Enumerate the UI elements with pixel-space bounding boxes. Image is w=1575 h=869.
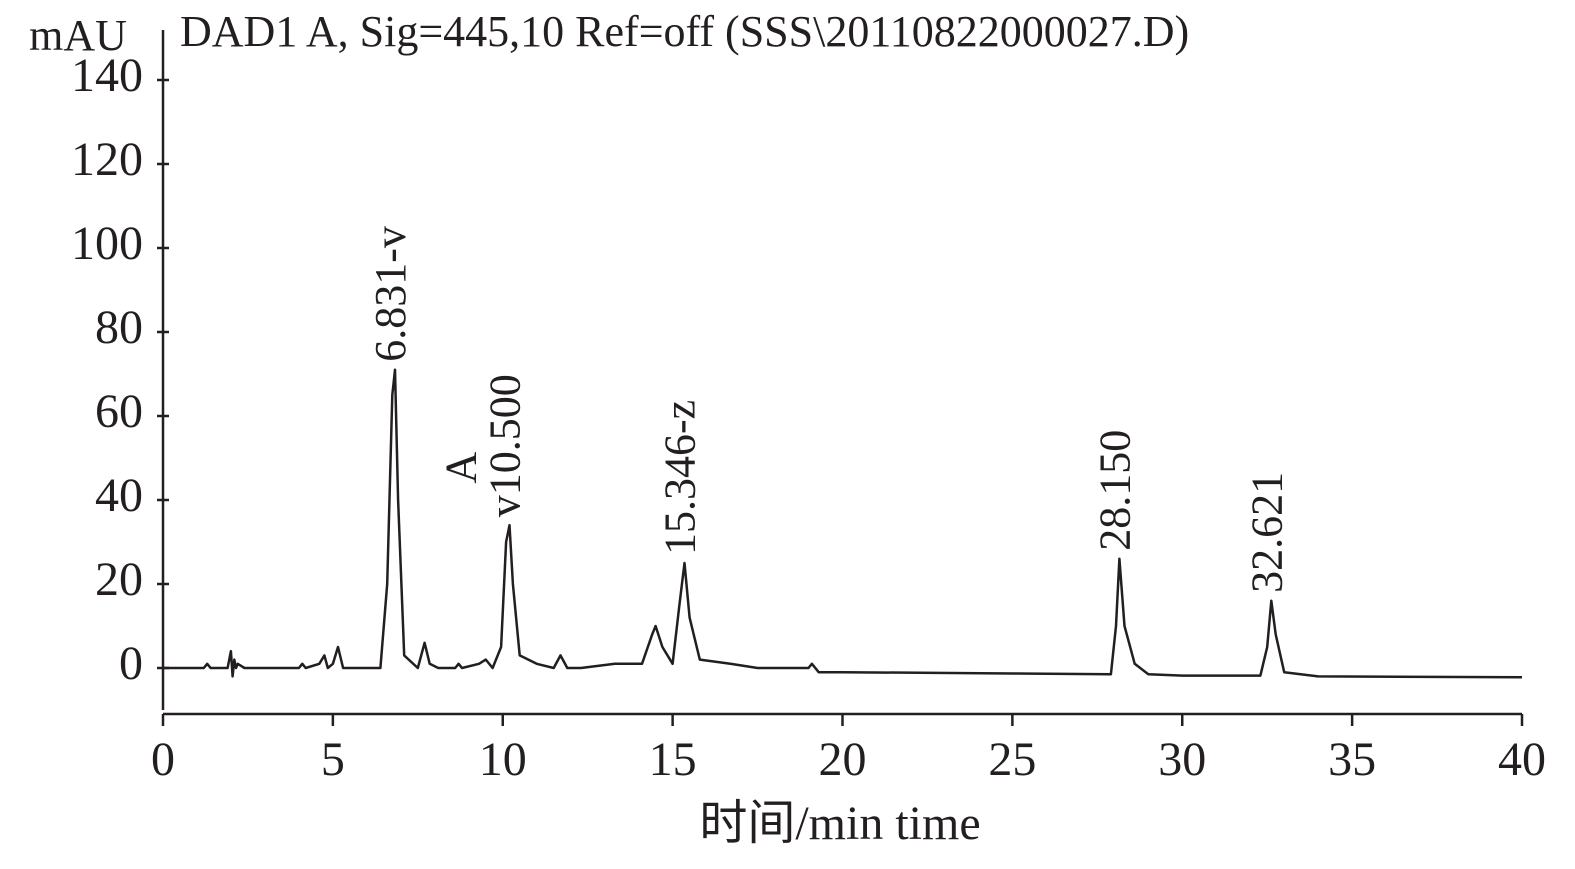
chart-title: DAD1 A, Sig=445,10 Ref=off (SSS\20110822… [180, 7, 1189, 56]
peak-label: 32.621 [1242, 472, 1291, 593]
y-tick-label: 100 [71, 217, 143, 270]
y-tick-label: 140 [71, 49, 143, 102]
y-tick-label: 0 [119, 637, 143, 690]
peak-label: 28.150 [1090, 430, 1139, 551]
x-tick-label: 5 [321, 733, 345, 786]
x-tick-label: 20 [819, 733, 867, 786]
y-axis-label: mAU [29, 11, 127, 60]
x-tick-label: 25 [988, 733, 1036, 786]
x-tick-label: 30 [1158, 733, 1206, 786]
x-tick-label: 0 [151, 733, 175, 786]
y-tick-label: 20 [95, 553, 143, 606]
x-tick-label: 10 [479, 733, 527, 786]
y-tick-label: 60 [95, 385, 143, 438]
peak-label: 6.831-v [366, 226, 415, 362]
x-tick-label: 35 [1328, 733, 1376, 786]
peak-label: 15.346-z [656, 400, 705, 555]
x-axis-label: 时间/min time [699, 797, 980, 850]
x-tick-label: 15 [649, 733, 697, 786]
y-tick-label: 120 [71, 133, 143, 186]
signal-line [163, 368, 1523, 679]
peak-label: A [436, 452, 485, 484]
x-tick-label: 40 [1498, 733, 1546, 786]
y-tick-label: 40 [95, 469, 143, 522]
peak-label: v10.500 [481, 374, 530, 517]
y-tick-label: 80 [95, 301, 143, 354]
